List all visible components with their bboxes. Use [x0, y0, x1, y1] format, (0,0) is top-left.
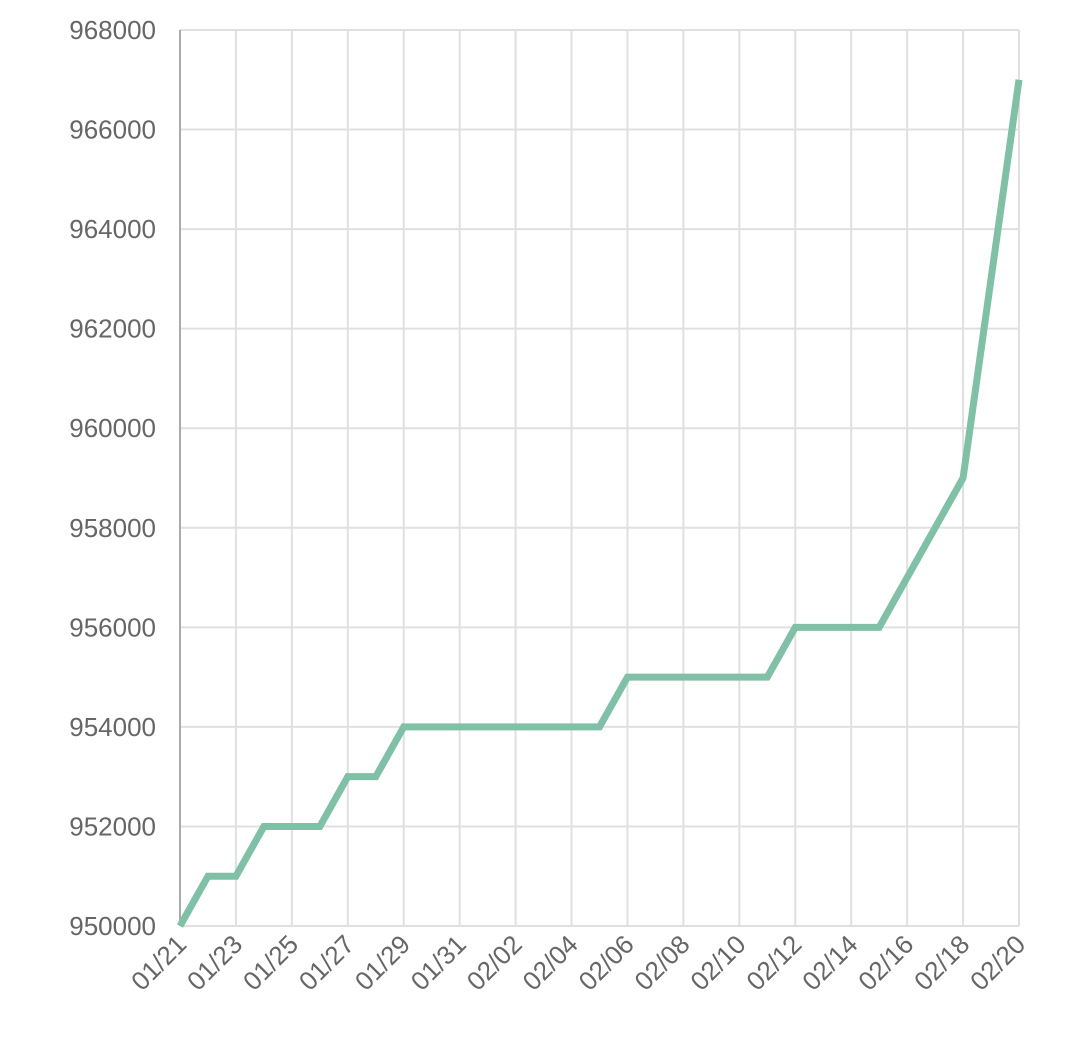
x-tick-label: 02/12 [740, 929, 807, 996]
x-tick-label: 01/31 [405, 929, 472, 996]
x-tick-label: 01/29 [349, 929, 416, 996]
y-tick-label: 966000 [69, 115, 156, 145]
x-tick-label: 02/20 [964, 929, 1031, 996]
x-tick-label: 02/02 [461, 929, 528, 996]
y-tick-label: 954000 [69, 712, 156, 742]
x-tick-label: 02/14 [796, 929, 863, 996]
x-tick-label: 02/06 [572, 929, 639, 996]
y-tick-label: 956000 [69, 612, 156, 642]
x-tick-label: 01/27 [293, 929, 360, 996]
y-tick-label: 952000 [69, 811, 156, 841]
y-tick-label: 960000 [69, 413, 156, 443]
y-tick-label: 968000 [69, 15, 156, 45]
y-tick-label: 958000 [69, 513, 156, 543]
x-tick-label: 02/08 [628, 929, 695, 996]
x-tick-label: 02/18 [908, 929, 975, 996]
x-tick-label: 01/23 [181, 929, 248, 996]
x-tick-label: 01/25 [237, 929, 304, 996]
x-tick-label: 02/04 [517, 929, 584, 996]
x-tick-label: 02/16 [852, 929, 919, 996]
y-tick-label: 964000 [69, 214, 156, 244]
data-line [176, 79, 1023, 928]
x-tick-label: 02/10 [684, 929, 751, 996]
y-tick-label: 962000 [69, 314, 156, 344]
y-tick-label: 950000 [69, 911, 156, 941]
